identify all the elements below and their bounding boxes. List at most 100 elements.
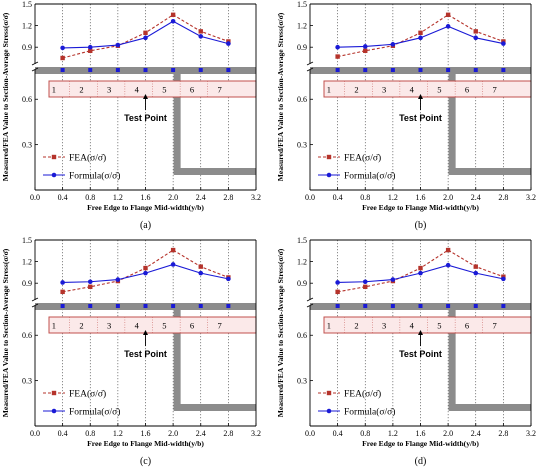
- segment-label: 6: [190, 321, 194, 331]
- x-tick-label: 0.8: [360, 193, 370, 202]
- axis-break-mark: [31, 297, 39, 308]
- y-tick-label: 1.2: [297, 21, 307, 30]
- fea-point: [363, 48, 368, 53]
- y-tick-label: 1.5: [297, 0, 307, 9]
- y-tick-label: 1.5: [22, 236, 32, 245]
- segment-label: 6: [465, 85, 469, 95]
- test-point-marker: [226, 304, 231, 308]
- formula-point: [335, 280, 340, 285]
- formula-point: [473, 35, 479, 41]
- segment-label: 2: [354, 85, 358, 95]
- test-point-marker: [473, 304, 478, 308]
- segment-label: 7: [217, 321, 221, 331]
- y-axis-label: Measured/FEA Value to Section-Average St…: [1, 248, 10, 417]
- formula-point: [418, 35, 423, 41]
- test-point-marker: [363, 304, 368, 308]
- formula-point: [226, 41, 231, 46]
- x-tick-label: 3.2: [251, 429, 261, 438]
- test-point-marker: [171, 68, 176, 72]
- x-tick-label: 1.6: [416, 193, 426, 202]
- segment-label: 5: [162, 85, 166, 95]
- x-axis-label: Free Edge to Flange Mid-width(y/b): [87, 203, 204, 212]
- legend-formula-marker: [326, 408, 332, 414]
- formula-point: [501, 276, 506, 282]
- formula-point: [226, 276, 231, 282]
- x-tick-label: 2.0: [168, 193, 178, 202]
- x-tick-label: 0.0: [305, 429, 315, 438]
- legend-formula-marker: [51, 172, 57, 178]
- test-point-arrowhead: [418, 330, 423, 335]
- x-tick-label: 2.8: [223, 193, 233, 202]
- y-tick-label: 0.3: [22, 376, 32, 385]
- fea-point: [473, 29, 478, 34]
- segment-label: 4: [135, 321, 140, 331]
- y-tick-label: 0.3: [297, 376, 307, 385]
- y-tick-label: 0.6: [22, 95, 32, 104]
- test-point-marker: [335, 304, 340, 308]
- fea-point: [473, 264, 478, 269]
- x-tick-label: 0.0: [305, 193, 315, 202]
- chart-panel-b: 1 2 3 4 5 6 7 Test Point 0.9 1.2 1.5 0.3 0.6 0.0 0.4 0.…: [276, 0, 536, 231]
- segment-label: 2: [354, 321, 358, 331]
- legend-formula-label: Formula(σ/σ̄): [344, 407, 395, 418]
- x-tick-label: 0.8: [85, 429, 95, 438]
- x-tick-label: 0.4: [58, 193, 68, 202]
- fea-point: [198, 264, 203, 269]
- y-tick-label: 0.6: [22, 331, 32, 340]
- y-tick-label: 0.6: [297, 331, 307, 340]
- segment-label: 5: [437, 85, 441, 95]
- formula-point: [60, 45, 65, 51]
- formula-point: [418, 270, 423, 276]
- fea-point: [88, 48, 93, 53]
- fea-point: [143, 30, 148, 35]
- fea-point: [198, 29, 203, 34]
- x-tick-label: 2.0: [168, 429, 178, 438]
- legend-fea-label: FEA(σ/σ̄): [344, 389, 381, 400]
- fea-point: [418, 30, 423, 35]
- formula-point: [445, 262, 451, 268]
- flange-bar-vertical: [448, 310, 456, 410]
- test-point-marker: [335, 68, 340, 72]
- x-tick-label: 3.2: [251, 193, 261, 202]
- formula-point: [445, 24, 451, 29]
- y-tick-label: 1.5: [297, 236, 307, 245]
- x-tick-label: 0.8: [85, 193, 95, 202]
- test-point-arrowhead: [418, 94, 423, 99]
- fea-point: [170, 12, 176, 17]
- x-tick-label: 0.8: [360, 429, 370, 438]
- flange-bar-vertical: [173, 74, 181, 174]
- x-tick-label: 1.2: [113, 429, 123, 438]
- fea-point: [363, 284, 368, 289]
- fea-point: [60, 55, 65, 61]
- formula-point: [170, 18, 176, 24]
- test-point-marker: [418, 68, 423, 72]
- test-point-arrowhead: [143, 330, 148, 335]
- formula-point: [473, 270, 479, 276]
- x-tick-label: 0.4: [58, 429, 68, 438]
- test-point-marker: [143, 304, 148, 308]
- x-tick-label: 2.4: [471, 193, 481, 202]
- test-point-marker: [171, 304, 176, 308]
- test-point-arrowhead: [143, 94, 148, 99]
- test-point-label: Test Point: [399, 113, 442, 123]
- segment-label: 3: [107, 85, 111, 95]
- fea-point: [335, 54, 340, 59]
- formula-point: [501, 41, 506, 46]
- panel-label: (a): [140, 220, 151, 231]
- fea-point: [335, 289, 340, 295]
- fea-point: [445, 247, 451, 253]
- y-tick-label: 1.5: [22, 0, 32, 9]
- segment-label: 1: [52, 85, 56, 95]
- formula-point: [198, 270, 204, 276]
- formula-point: [115, 42, 121, 48]
- segment-label: 7: [217, 85, 221, 95]
- x-tick-label: 1.2: [113, 193, 123, 202]
- x-tick-label: 1.2: [388, 193, 398, 202]
- test-point-marker: [418, 304, 423, 308]
- legend-fea-label: FEA(σ/σ̄): [69, 153, 106, 164]
- y-tick-label: 0.9: [22, 279, 32, 288]
- legend-formula-label: Formula(σ/σ̄): [344, 171, 395, 182]
- test-point-marker: [60, 304, 65, 308]
